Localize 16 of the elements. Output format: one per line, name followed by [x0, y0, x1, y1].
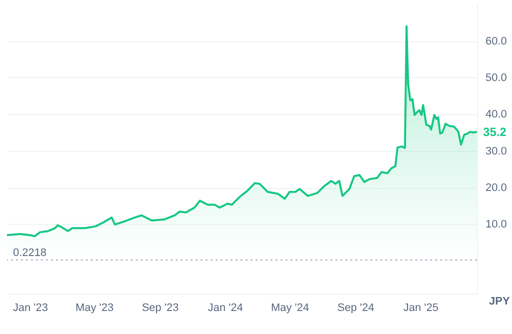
y-tick-label: 60.0 [486, 35, 507, 48]
x-tick-label: Jan '24 [208, 302, 243, 314]
x-tick-label: Jan '25 [403, 302, 438, 314]
y-tick-label: 10.0 [486, 218, 507, 231]
text: JPY [489, 296, 510, 308]
x-tick-label: Sep '23 [142, 302, 179, 314]
y-tick-label: 20.0 [486, 182, 507, 194]
x-tick-label: May '24 [271, 302, 310, 314]
y-tick-label: 40.0 [486, 108, 507, 121]
ref-line-label: 0.2218 [12, 246, 47, 259]
x-tick-label: Sep '24 [337, 302, 374, 314]
annotation: 35.2 [483, 124, 507, 139]
x-tick-label: May '23 [76, 302, 114, 314]
x-tick-label: Jan '23 [12, 302, 48, 314]
y-tick-label: 30.0 [486, 145, 507, 158]
y-tick-label: 50.0 [486, 72, 507, 84]
